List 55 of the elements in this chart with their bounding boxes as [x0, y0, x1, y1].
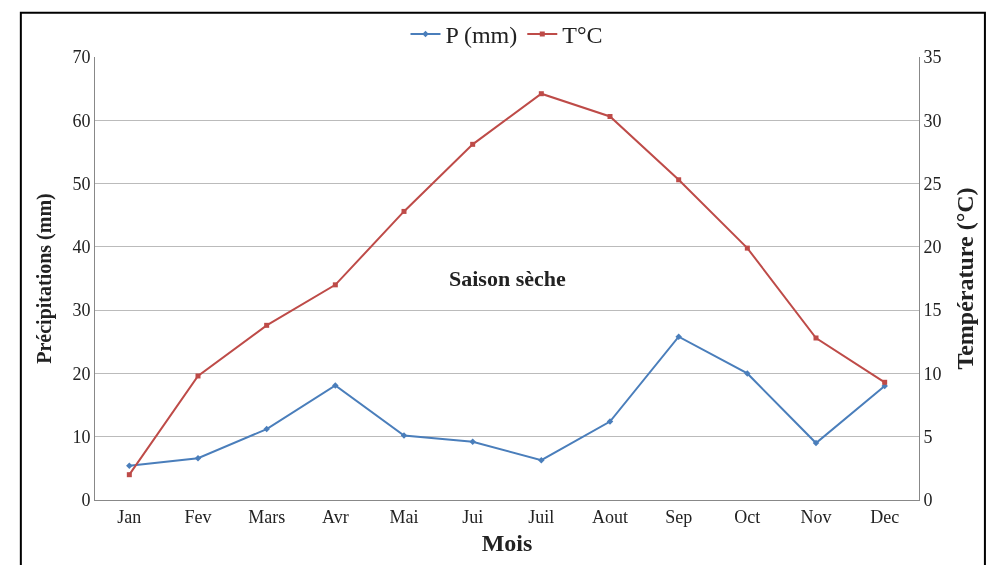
point — [744, 370, 751, 377]
y2-tick-label: 25 — [923, 173, 942, 194]
point — [470, 141, 476, 147]
x-tick-label: Sep — [665, 506, 693, 527]
point — [332, 382, 339, 389]
y2-tick-label: 20 — [923, 237, 942, 258]
y2-tick-label: 5 — [923, 427, 933, 448]
y2-axis-title: Température (°C) — [951, 187, 978, 370]
point — [675, 333, 682, 340]
annotation: Saison sèche — [449, 266, 566, 291]
x-tick-label: Mars — [248, 506, 286, 527]
x-tick-label: Juil — [528, 506, 555, 527]
point — [332, 282, 338, 288]
y-tick-label: 60 — [72, 110, 91, 131]
x-tick-label: Aout — [592, 506, 628, 527]
point — [882, 379, 888, 385]
point — [194, 454, 202, 462]
point — [126, 472, 132, 478]
x-tick-label: Jui — [462, 506, 484, 527]
y-tick-label: 40 — [72, 237, 91, 258]
x-axis-title: Mois — [481, 529, 533, 556]
x-tick-label: Dec — [870, 506, 900, 527]
x-tick-label: Avr — [321, 506, 349, 527]
y2-tick-label: 0 — [923, 490, 933, 511]
y-tick-label: 20 — [72, 363, 91, 384]
point — [538, 91, 544, 97]
point — [195, 373, 201, 379]
point — [126, 462, 133, 470]
point — [264, 322, 270, 328]
point — [676, 177, 682, 183]
point — [401, 208, 407, 214]
y-tick-label: 30 — [72, 300, 91, 321]
y-tick-label: 50 — [72, 173, 91, 194]
point — [607, 113, 613, 119]
y-tick-label: 70 — [72, 47, 91, 68]
y-tick-label: 0 — [81, 490, 91, 511]
y-axis-title: Précipitations (mm) — [32, 193, 56, 364]
point — [744, 245, 750, 251]
y-tick-label: 10 — [72, 427, 91, 448]
y2-tick-label: 30 — [923, 110, 942, 131]
y2-tick-label: 10 — [923, 363, 942, 384]
legend-label: P (mm) — [445, 22, 518, 49]
point — [538, 456, 545, 464]
y2-tick-label: 15 — [923, 300, 942, 321]
x-tick-label: Jan — [117, 506, 142, 527]
x-tick-label: Mai — [389, 506, 419, 527]
point — [812, 439, 820, 447]
point — [469, 438, 476, 446]
point — [263, 425, 270, 433]
legend-label: T°C — [562, 22, 603, 49]
x-tick-label: Oct — [734, 506, 761, 527]
y2-tick-label: 35 — [923, 47, 942, 68]
x-tick-label: Fev — [184, 506, 212, 527]
point — [813, 335, 819, 341]
x-tick-label: Nov — [800, 506, 832, 527]
